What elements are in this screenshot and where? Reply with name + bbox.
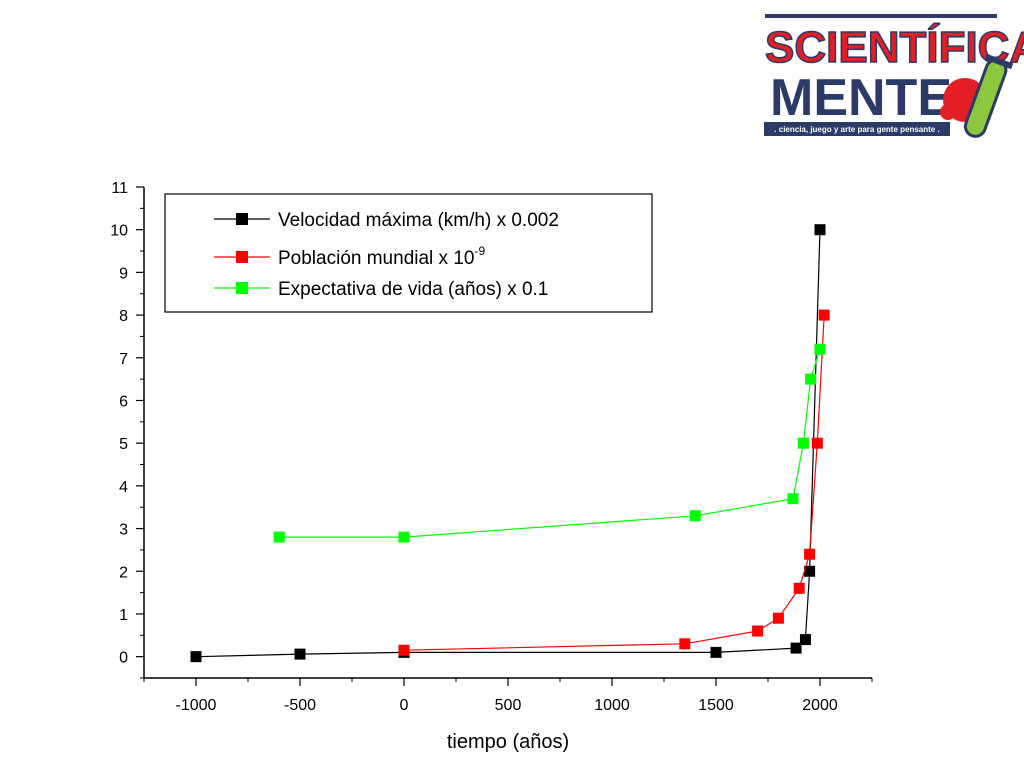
data-point — [814, 343, 826, 355]
data-point — [790, 642, 802, 654]
series-2 — [398, 309, 830, 656]
x-tick-label: 1000 — [594, 697, 630, 714]
logo-splash-drop — [940, 104, 956, 120]
legend: Velocidad máxima (km/h) x 0.002 Població… — [164, 193, 653, 313]
x-tick-label: 2000 — [802, 697, 838, 714]
y-tick-label: 0 — [119, 650, 128, 667]
data-point — [772, 612, 784, 624]
data-point — [799, 634, 811, 646]
plot-axes: 0 1 2 3 4 5 6 7 8 9 10 11 -1000 -500 0 500 1000 1500 2000 — [110, 180, 873, 714]
logo-title-line1: SCIENTÍFICA — [765, 22, 1024, 72]
data-point — [273, 531, 285, 543]
data-point — [190, 651, 202, 663]
legend-label: Velocidad máxima (km/h) x 0.002 — [278, 210, 559, 231]
series-line — [195, 229, 821, 658]
y-tick-label: 2 — [119, 564, 128, 581]
data-point — [398, 644, 410, 656]
legend-entry-velocidad: Velocidad máxima (km/h) x 0.002 — [214, 210, 559, 231]
y-tick-label: 5 — [119, 436, 128, 453]
x-tick-label: 0 — [400, 697, 409, 714]
legend-entry-poblacion: Población mundial x 10-9 — [214, 244, 485, 269]
data-point — [804, 548, 816, 560]
x-tick-label: 500 — [495, 697, 522, 714]
data-point — [752, 625, 764, 637]
legend-entry-expectativa: Expectativa de vida (años) x 0.1 — [214, 279, 548, 300]
legend-marker — [236, 282, 248, 294]
legend-label: Expectativa de vida (años) x 0.1 — [278, 279, 548, 300]
logo-top-bar — [765, 14, 997, 18]
series-3 — [273, 343, 826, 543]
x-tick-label: 1500 — [698, 697, 734, 714]
data-point — [805, 373, 817, 385]
data-point — [818, 309, 830, 321]
logo-title-line2: MENTE — [770, 69, 952, 127]
data-point — [787, 493, 799, 505]
y-tick-label: 11 — [111, 180, 128, 197]
logo-tagline-bar — [764, 122, 950, 136]
data-point — [797, 437, 809, 449]
scientificamente-logo: SCIENTÍFICA MENTE . ciencia, juego y art… — [764, 14, 1024, 138]
legend-label: Población mundial x 10 — [278, 248, 474, 269]
legend-label-superscript: -9 — [474, 244, 485, 258]
y-tick-label: 6 — [119, 393, 128, 410]
data-point — [710, 646, 722, 658]
x-ticks: -1000 -500 0 500 1000 1500 2000 — [143, 678, 873, 714]
data-point — [814, 224, 826, 236]
legend-marker — [236, 251, 248, 263]
data-point — [679, 638, 691, 650]
legend-label-poblacion: Población mundial x 10-9 — [278, 244, 485, 269]
series-layer — [190, 224, 830, 663]
y-tick-label: 7 — [119, 351, 128, 368]
y-tick-label: 9 — [119, 265, 128, 282]
series-line — [279, 349, 821, 538]
x-axis-title: tiempo (años) — [447, 731, 569, 753]
test-tube-icon — [963, 53, 1014, 138]
x-tick-label: -1000 — [176, 697, 217, 714]
y-tick-label: 1 — [119, 607, 128, 624]
y-tick-label: 4 — [119, 479, 128, 496]
data-point — [689, 510, 701, 522]
logo-tagline: . ciencia, juego y arte para gente pensa… — [774, 125, 939, 134]
y-ticks: 0 1 2 3 4 5 6 7 8 9 10 11 — [110, 180, 144, 679]
y-tick-label: 3 — [119, 522, 128, 539]
y-tick-label: 10 — [110, 223, 128, 240]
series-line — [403, 315, 825, 651]
data-point — [804, 565, 816, 577]
data-point — [294, 648, 306, 660]
legend-marker — [236, 213, 248, 225]
data-point — [811, 437, 823, 449]
data-point — [398, 531, 410, 543]
y-tick-label: 8 — [119, 308, 128, 325]
x-tick-label: -500 — [284, 697, 316, 714]
data-point — [793, 582, 805, 594]
